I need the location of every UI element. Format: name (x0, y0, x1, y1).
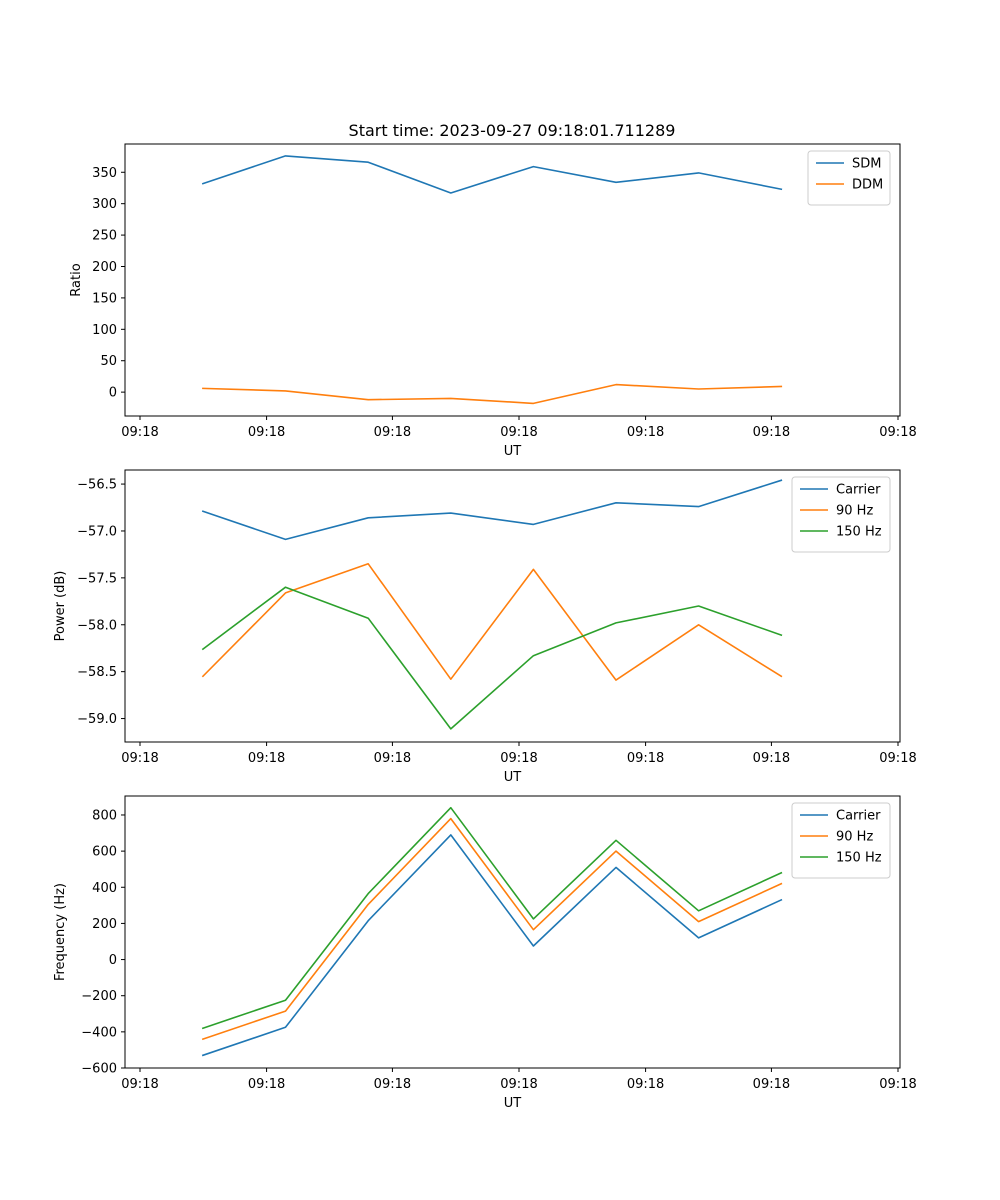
y-tick-label: 350 (92, 166, 117, 181)
x-tick-label: 09:18 (627, 751, 664, 766)
panel-frequency: 800 600 400 200 0 −200 −400 −600 09:18 09:18 09:18… (53, 795, 917, 1111)
series-line-150-hz (201, 586, 783, 730)
x-tick-label: 09:18 (753, 751, 790, 766)
legend: Carrier 90 Hz 150 Hz (791, 476, 891, 553)
series-line-carrier (201, 479, 783, 541)
y-tick-label: 150 (92, 291, 117, 306)
legend-label: 90 Hz (836, 504, 873, 519)
x-tick-label: 09:18 (500, 425, 537, 440)
x-tick-label: 09:18 (374, 751, 411, 766)
y-tick-label: 200 (92, 260, 117, 275)
plot-frame (124, 795, 901, 1069)
x-tick-label: 09:18 (248, 1077, 285, 1092)
x-tick-label: 09:18 (248, 425, 285, 440)
y-tick-label: −59.0 (77, 712, 117, 727)
x-tick-label: 09:18 (374, 1077, 411, 1092)
x-tick-label: 09:18 (879, 425, 916, 440)
y-tick-label: −57.0 (77, 524, 117, 539)
y-tick-label: −58.5 (77, 665, 117, 680)
y-tick-label: −600 (81, 1062, 117, 1077)
series-line-carrier (201, 834, 783, 1057)
x-axis-label: UT (504, 1096, 522, 1111)
y-tick-label: 250 (92, 229, 117, 244)
y-tick-label: −57.5 (77, 571, 117, 586)
y-tick-label: 800 (92, 808, 117, 823)
legend-label: 150 Hz (836, 851, 882, 866)
panel-power: −56.5 −57.0 −57.5 −58.0 −58.5 −59.0 09:18 09:18… (53, 469, 917, 785)
legend-label: 90 Hz (836, 830, 873, 845)
plot-frame (124, 143, 901, 417)
plot-frame (124, 469, 901, 743)
legend-label: Carrier (836, 809, 881, 824)
x-tick-label: 09:18 (627, 425, 664, 440)
y-tick-label: −200 (81, 989, 117, 1004)
y-tick-label: −400 (81, 1025, 117, 1040)
y-tick-label: 100 (92, 323, 117, 338)
x-tick-label: 09:18 (374, 425, 411, 440)
series-line-ddm (202, 383, 783, 405)
x-tick-label: 09:18 (753, 425, 790, 440)
y-tick-label: −56.5 (77, 478, 117, 493)
y-tick-label: 300 (92, 197, 117, 212)
legend-box (791, 476, 891, 553)
x-tick-label: 09:18 (121, 1077, 158, 1092)
figure-title: Start time: 2023-09-27 09:18:01.711289 (349, 121, 676, 140)
y-axis-label: Ratio (69, 263, 84, 296)
legend-label: DDM (852, 178, 883, 193)
legend-label: Carrier (836, 483, 881, 498)
y-axis-label: Power (dB) (53, 571, 68, 642)
x-axis-label: UT (504, 444, 522, 459)
x-axis-label: UT (504, 770, 522, 785)
panel-ratio: 0 50 100 150 200 250 300 350 09:18 09:18 09:18 09:1… (69, 143, 917, 459)
x-tick-label: 09:18 (248, 751, 285, 766)
x-tick-label: 09:18 (879, 751, 916, 766)
x-tick-label: 09:18 (627, 1077, 664, 1092)
x-tick-label: 09:18 (121, 425, 158, 440)
series-line-90-hz (201, 562, 783, 681)
x-tick-label: 09:18 (753, 1077, 790, 1092)
legend-label: SDM (852, 157, 881, 172)
y-tick-label: 400 (92, 881, 117, 896)
legend: Carrier 90 Hz 150 Hz (791, 802, 891, 879)
legend: SDM DDM (807, 150, 891, 206)
y-axis-label: Frequency (Hz) (53, 883, 68, 981)
series-line-90-hz (201, 817, 783, 1041)
legend-box (791, 802, 891, 879)
x-tick-label: 09:18 (121, 751, 158, 766)
y-tick-label: 0 (109, 953, 117, 968)
x-tick-label: 09:18 (500, 751, 537, 766)
series-line-sdm (201, 155, 783, 194)
series-line-150-hz (201, 806, 783, 1030)
y-tick-label: 200 (92, 917, 117, 932)
y-tick-label: 50 (100, 354, 117, 369)
y-tick-label: 600 (92, 845, 117, 860)
legend-label: 150 Hz (836, 525, 882, 540)
legend-box (807, 150, 891, 206)
y-tick-label: 0 (109, 386, 117, 401)
x-tick-label: 09:18 (500, 1077, 537, 1092)
x-tick-label: 09:18 (879, 1077, 916, 1092)
y-tick-label: −58.0 (77, 618, 117, 633)
